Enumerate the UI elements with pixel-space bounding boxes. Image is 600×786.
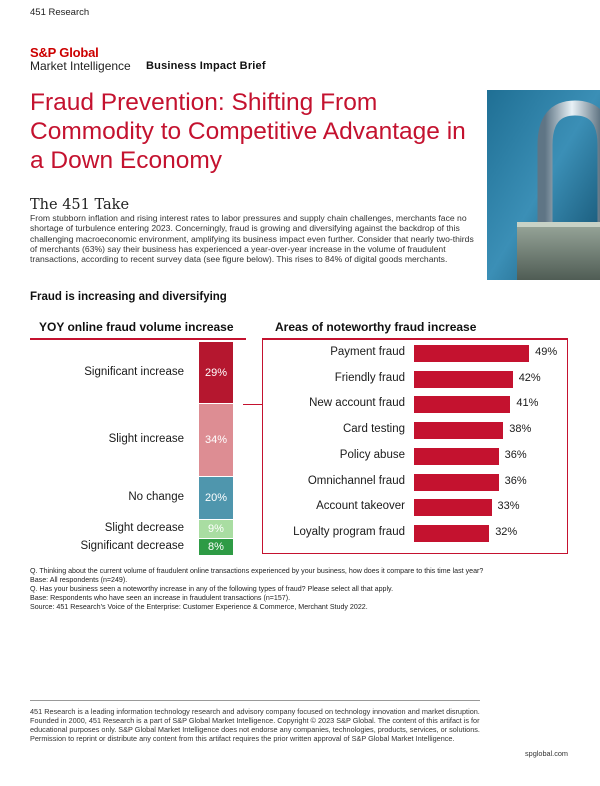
page-title: Fraud Prevention: Shifting From Commodit…: [30, 89, 466, 174]
bar-category-label: Payment fraud: [330, 346, 405, 358]
footer-divider: [30, 700, 480, 701]
bar-category-label: Card testing: [342, 423, 405, 436]
note-line: Q. Has your business seen a noteworthy i…: [30, 585, 394, 593]
bar-value-label: 33%: [497, 500, 520, 513]
bar-value-label: 42%: [518, 371, 541, 384]
brief-label: Business Impact Brief: [146, 60, 266, 72]
note-line: Q. Thinking about the current volume of …: [30, 567, 484, 575]
bar-category-label: Omnichannel fraud: [307, 474, 405, 487]
bar-value-label: 38%: [509, 423, 532, 436]
bar: [414, 345, 530, 362]
bar-value-label: 36%: [504, 448, 527, 461]
brand-logo-text: S&P Global: [30, 45, 99, 60]
bar: [414, 396, 511, 414]
bar: [414, 499, 492, 517]
padlock-photo: [487, 90, 600, 280]
stack-category-label: Significant decrease: [80, 540, 184, 553]
stack-segment: 8%: [199, 538, 233, 555]
note-line: Base: Respondents who have seen an incre…: [30, 594, 291, 602]
take-heading: The 451 Take: [30, 197, 130, 213]
bar: [414, 473, 499, 491]
footer-text: 451 Research is a leading information te…: [30, 707, 480, 744]
bar-category-label: Account takeover: [316, 500, 405, 513]
yoy-chart-title: YOY online fraud volume increase: [39, 320, 234, 334]
areas-chart-title: Areas of noteworthy fraud increase: [275, 320, 477, 334]
note-line: Source: 451 Research's Voice of the Ente…: [30, 603, 368, 611]
stack-segment: 34%: [199, 404, 233, 476]
figure-notes: Q. Thinking about the current volume of …: [30, 567, 490, 612]
yoy-title-rule: [30, 338, 246, 340]
bar: [414, 370, 513, 388]
bar-value-label: 36%: [504, 474, 527, 487]
brand-subtitle: Market Intelligence: [30, 59, 131, 73]
site-link[interactable]: spglobal.com: [525, 749, 568, 758]
stack-category-label: Slight increase: [108, 433, 184, 446]
areas-chart-box: [262, 340, 568, 554]
bar: [414, 524, 490, 542]
stack-segment: 29%: [199, 342, 233, 404]
bar-category-label: Friendly fraud: [334, 371, 405, 384]
bar: [414, 422, 504, 440]
connector-line: [243, 404, 262, 405]
bar-value-label: 49%: [535, 346, 558, 358]
bar-category-label: Loyalty program fraud: [293, 525, 405, 538]
bar-category-label: New account fraud: [309, 397, 405, 410]
bar: [414, 447, 499, 465]
areas-title-rule: [262, 338, 568, 340]
stack-category-label: No change: [128, 491, 184, 504]
stack-segment: 9%: [199, 519, 233, 538]
bar-value-label: 32%: [495, 525, 518, 538]
stack-category-label: Slight decrease: [104, 522, 184, 535]
padlock-image: [487, 90, 600, 280]
note-line: Base: All respondents (n=249).: [30, 576, 128, 584]
bar-value-label: 41%: [516, 397, 539, 410]
take-body: From stubborn inflation and rising inter…: [30, 213, 474, 265]
bar-category-label: Policy abuse: [339, 448, 405, 461]
top-label: 451 Research: [30, 7, 90, 18]
figure-heading: Fraud is increasing and diversifying: [30, 291, 227, 303]
stack-category-label: Significant increase: [84, 366, 184, 379]
stack-segment: 20%: [199, 476, 233, 519]
